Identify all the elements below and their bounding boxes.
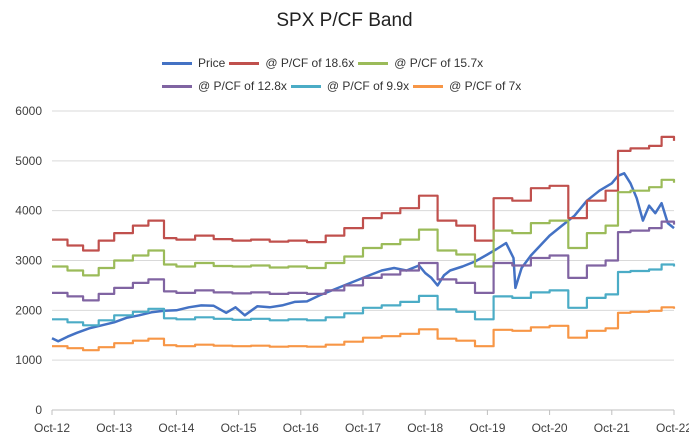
chart-title: SPX P/CF Band — [276, 10, 413, 31]
series-line-band-4 — [52, 263, 676, 327]
y-tick-label: 2000 — [15, 303, 42, 317]
legend-label-9-9x: @ P/CF of 9.9x — [326, 79, 410, 93]
legend-label-12-8x: @ P/CF of 12.8x — [198, 79, 287, 93]
legend-item-price[interactable]: Price — [162, 56, 225, 70]
legend-swatch-9-9x — [290, 84, 321, 88]
legend-row: @ P/CF of 12.8x @ P/CF of 9.9x @ P/CF of… — [162, 79, 525, 93]
legend-item-7x[interactable]: @ P/CF of 7x — [413, 79, 521, 93]
x-tick-label: Oct-19 — [469, 421, 505, 435]
x-tick-label: Oct-13 — [96, 421, 132, 435]
x-tick-label: Oct-22 — [656, 421, 689, 435]
y-tick-label: 0 — [35, 403, 42, 417]
legend-item-15-7x[interactable]: @ P/CF of 15.7x — [358, 56, 483, 70]
legend-swatch-price — [162, 61, 192, 65]
x-tick-label: Oct-14 — [158, 421, 194, 435]
legend-swatch-15-7x — [358, 61, 389, 65]
legend-item-18-6x[interactable]: @ P/CF of 18.6x — [229, 56, 354, 70]
axes: 0 1000 2000 3000 4000 5000 6000 Oct-12 Oct-13 Oct… — [15, 104, 689, 435]
x-tick-label: Oct-12 — [34, 421, 70, 435]
y-tick-label: 5000 — [15, 154, 42, 168]
y-tick-label: 4000 — [15, 204, 42, 218]
legend-label-15-7x: @ P/CF of 15.7x — [394, 56, 484, 70]
series-line-band-3 — [52, 220, 676, 302]
legend-item-9-9x[interactable]: @ P/CF of 9.9x — [290, 79, 410, 93]
x-tick-label: Oct-20 — [532, 421, 568, 435]
legend-row: Price @ P/CF of 18.6x @ P/CF of 15.7x — [162, 56, 487, 70]
x-tick-label: Oct-15 — [221, 421, 257, 435]
x-tick-label: Oct-17 — [345, 421, 381, 435]
x-tick-label: Oct-18 — [407, 421, 443, 435]
x-tick-label: Oct-16 — [283, 421, 319, 435]
x-tick-label: Oct-21 — [594, 421, 630, 435]
y-tick-label: 6000 — [15, 104, 42, 118]
legend-swatch-7x — [413, 84, 444, 88]
legend-label-18-6x: @ P/CF of 18.6x — [265, 56, 355, 70]
legend-label-price: Price — [198, 56, 226, 70]
y-tick-label: 1000 — [15, 353, 42, 367]
legend-item-12-8x[interactable]: @ P/CF of 12.8x — [162, 79, 287, 93]
legend-swatch-18-6x — [229, 61, 260, 65]
legend-label-7x: @ P/CF of 7x — [449, 79, 522, 93]
series-lines — [51, 135, 676, 352]
series-line-band-1 — [52, 135, 676, 252]
legend-swatch-12-8x — [162, 84, 192, 88]
series-line-band-5 — [52, 306, 676, 352]
series-line-band-2 — [52, 178, 676, 277]
y-tick-label: 3000 — [15, 254, 42, 268]
gridlines — [52, 110, 674, 361]
